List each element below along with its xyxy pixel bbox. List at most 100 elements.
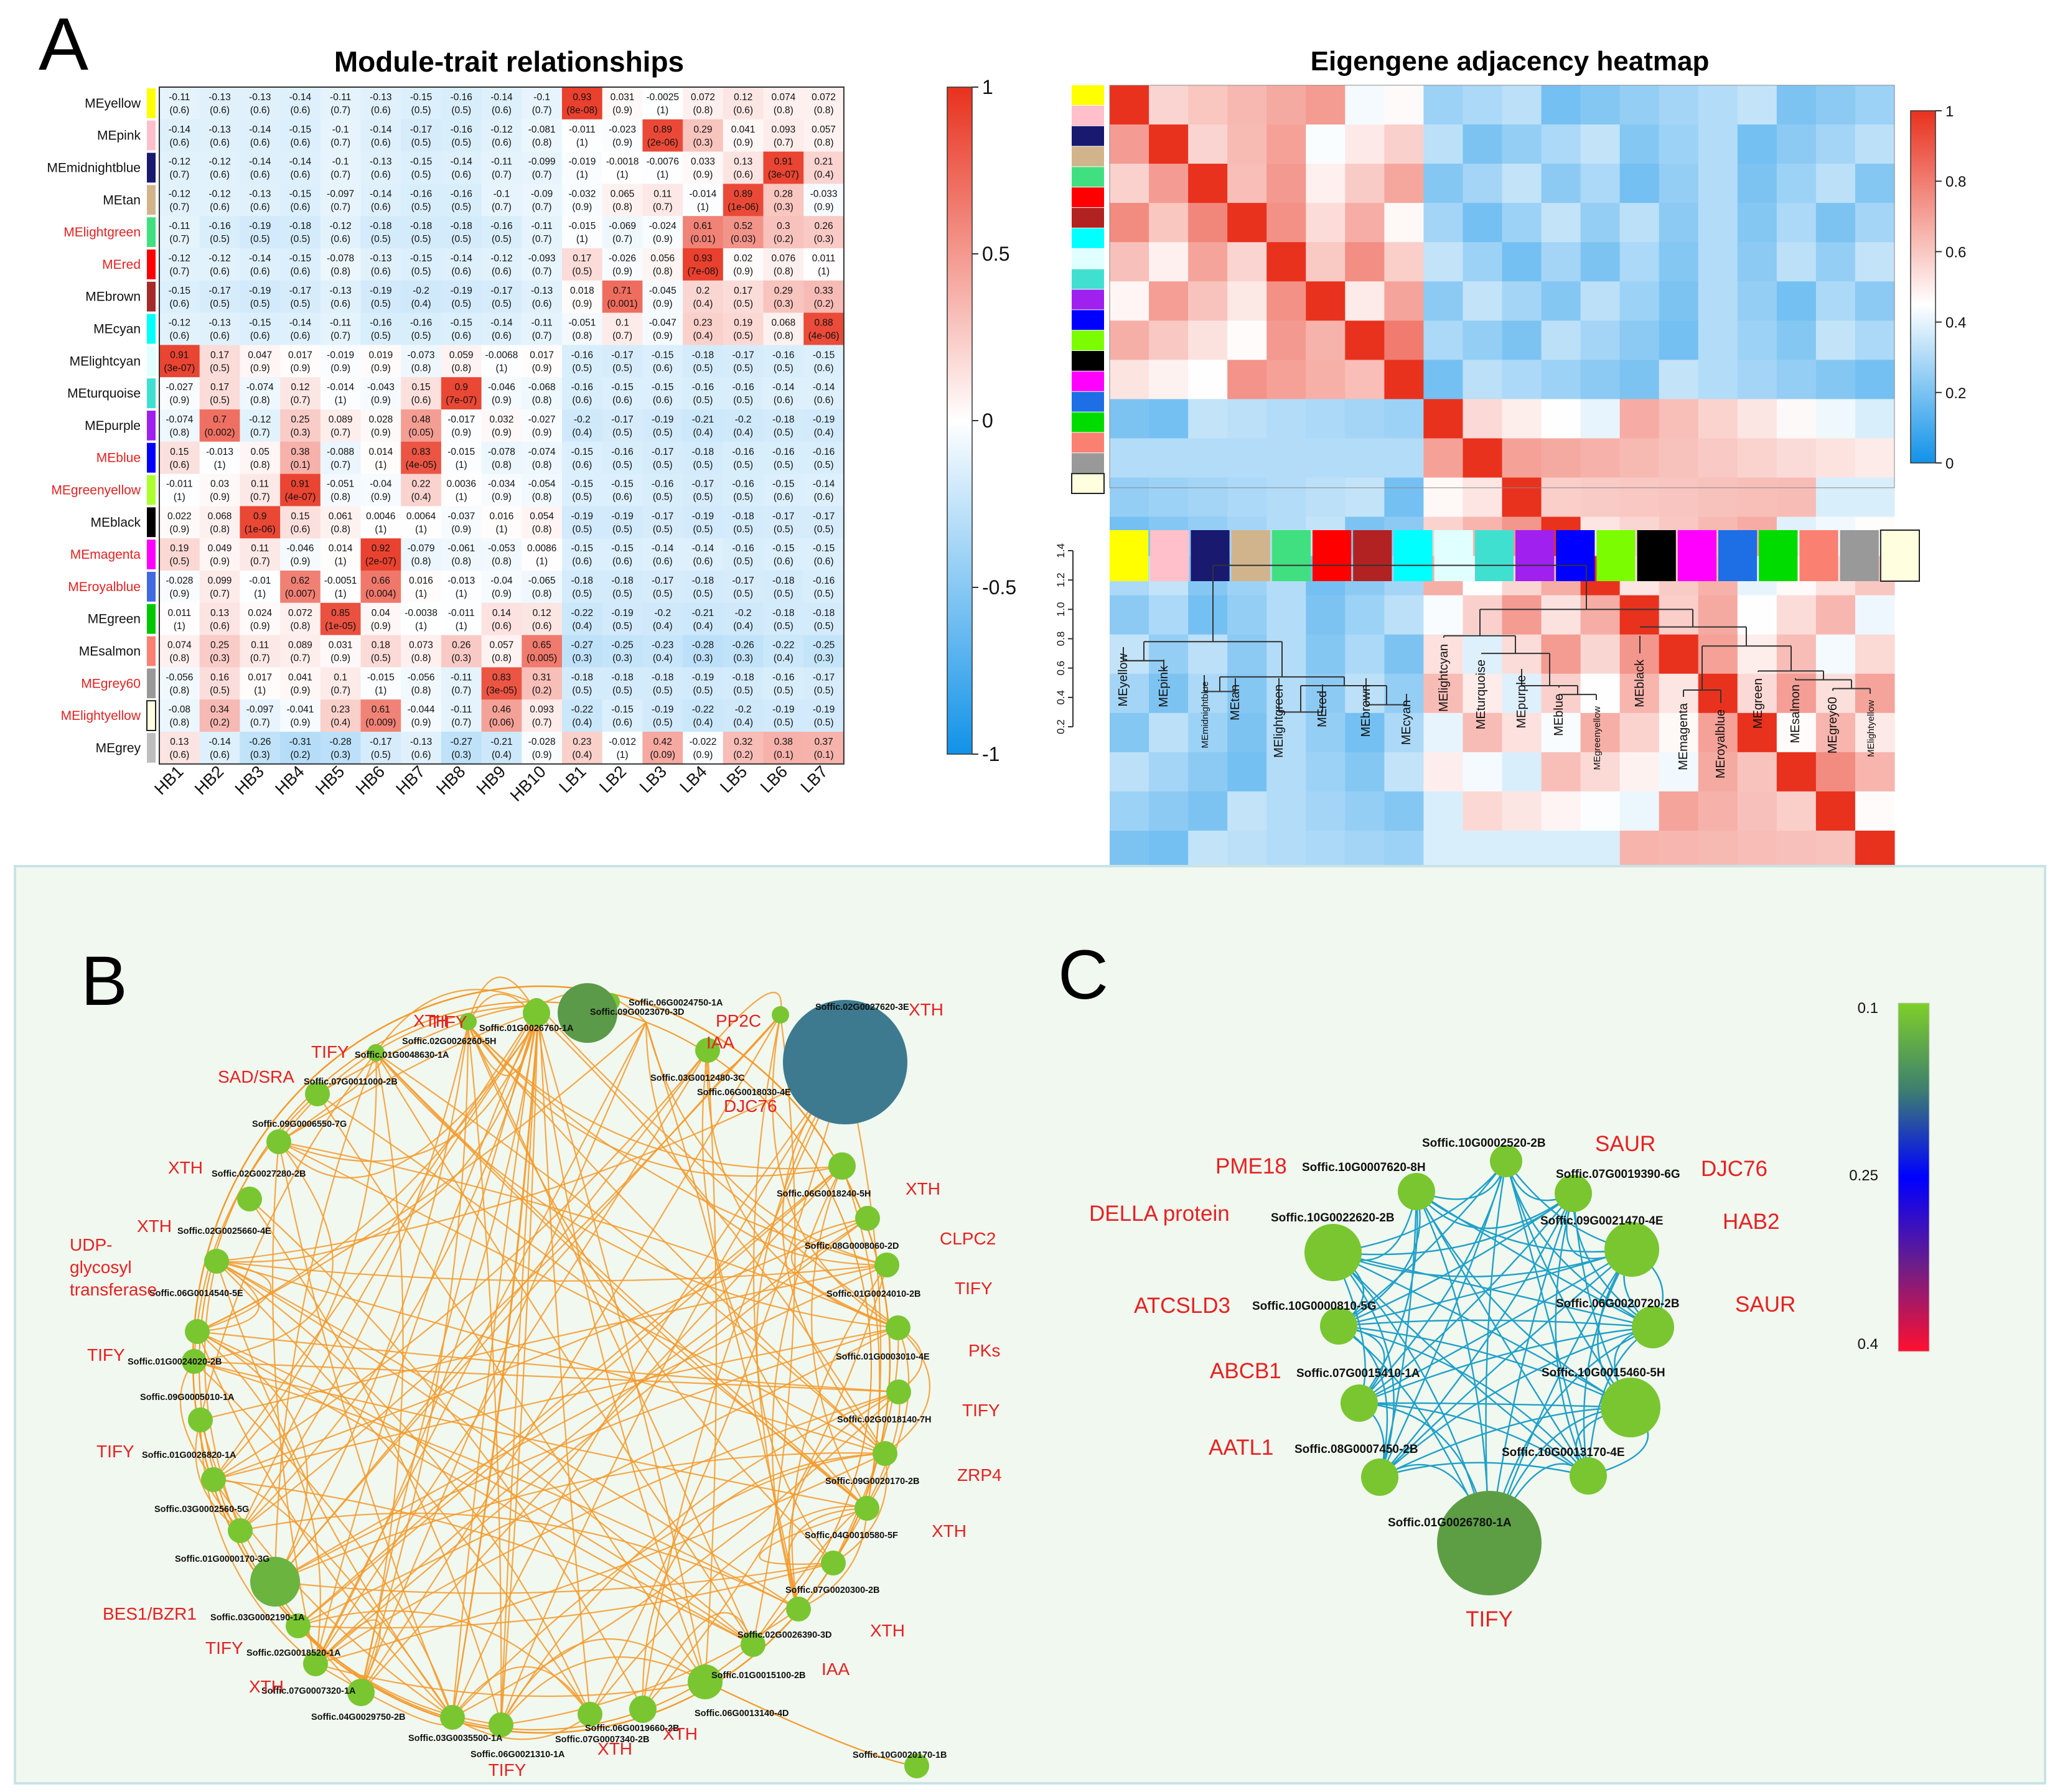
network-c-edge <box>1332 1193 1574 1256</box>
adjacency-cell <box>1384 830 1424 870</box>
cell-value: -0.027 <box>528 414 556 425</box>
cell-value: -0.051 <box>327 479 354 490</box>
cell-value: 0.88 <box>814 318 833 329</box>
adjacency-cell <box>1306 242 1346 282</box>
cell-pvalue: (0.9) <box>371 621 391 632</box>
network-c-gene-label: DELLA protein <box>1089 1202 1230 1226</box>
adjacency-cell <box>1423 791 1464 831</box>
module-trait-cell <box>642 312 683 345</box>
network-b-gene-label: TIFY <box>962 1401 1000 1420</box>
colorbar-tick-label: -0.5 <box>982 576 1016 599</box>
network-b-edge <box>833 1327 899 1564</box>
network-b-edge <box>375 1052 899 1329</box>
cell-value: 0.13 <box>734 157 752 167</box>
network-b-gene-label: XTH <box>932 1521 967 1541</box>
adjacency-cell <box>1855 281 1895 321</box>
cell-value: -0.17 <box>772 511 794 521</box>
cell-value: 0.17 <box>573 253 591 264</box>
adjacency-cell <box>1737 438 1777 478</box>
adjacency-cell <box>1384 124 1424 164</box>
module-trait-cell <box>441 602 482 636</box>
cell-value: -0.16 <box>772 447 794 457</box>
network-b-edge <box>194 1361 454 1718</box>
network-b-node <box>367 1044 385 1062</box>
adjacency-col-swatch <box>1718 530 1758 581</box>
cell-pvalue: (0.7) <box>612 234 632 245</box>
adjacency-row-swatch <box>1072 269 1104 289</box>
cell-value: -0.041 <box>286 704 314 715</box>
cell-pvalue: (0.4) <box>733 427 753 438</box>
module-trait-cell <box>159 699 200 732</box>
module-trait-cell <box>723 377 764 410</box>
module-trait-cell <box>199 441 240 475</box>
module-trait-title: Module-trait relationships <box>334 45 684 78</box>
dendro-leaf-label: MEsalmon <box>1789 684 1802 743</box>
adjacency-cell <box>1855 712 1895 753</box>
network-b-node <box>904 1753 929 1778</box>
network-b-node-id: Soffic.06G0013140-4D <box>695 1709 789 1719</box>
cell-value: -0.17 <box>410 124 432 135</box>
cell-pvalue: (0.9) <box>250 621 270 632</box>
network-b-gene-label: SAD/SRA <box>218 1067 294 1086</box>
adjacency-cell <box>1423 673 1464 714</box>
module-label: MEred <box>102 258 141 272</box>
module-trait-cell <box>642 151 683 184</box>
network-b-node <box>578 1702 602 1727</box>
module-trait-cell <box>320 441 361 475</box>
adjacency-row-swatch <box>1072 228 1104 248</box>
adjacency-cell <box>1463 320 1503 360</box>
cell-value: -0.14 <box>490 318 513 329</box>
network-b-node-id: Soffic.02G0018520-1A <box>246 1648 341 1658</box>
cell-pvalue: (0.9) <box>653 299 673 309</box>
cell-value: 0.011 <box>168 608 192 618</box>
cell-value: -0.15 <box>289 124 311 135</box>
adjacency-cell <box>1502 203 1542 243</box>
cell-pvalue: (1) <box>375 524 386 534</box>
cell-value: -0.16 <box>370 318 391 329</box>
module-trait-cell <box>320 571 361 604</box>
module-trait-cell <box>562 377 603 410</box>
adjacency-cell <box>1541 477 1581 518</box>
cell-value: -0.17 <box>652 447 673 457</box>
module-trait-cell <box>562 474 603 506</box>
adjacency-cell <box>1384 360 1424 399</box>
adjacency-cell <box>1659 634 1699 674</box>
cell-pvalue: (0.9) <box>330 653 350 664</box>
module-trait-cell <box>602 312 643 345</box>
module-trait-cell <box>441 506 482 539</box>
adjacency-cell <box>1384 477 1424 518</box>
cell-value: -0.19 <box>692 672 714 683</box>
network-c-edge <box>1332 1251 1654 1328</box>
adjacency-cell <box>1345 399 1385 439</box>
module-trait-cell <box>642 732 683 765</box>
module-trait-cell <box>562 248 603 281</box>
network-b-node-id: Soffic.09G0023070-3D <box>590 1007 685 1017</box>
module-trait-cell <box>280 280 321 314</box>
cell-value: -0.13 <box>410 737 432 747</box>
cell-pvalue: (0.8) <box>330 266 350 277</box>
module-trait-cell <box>683 699 724 732</box>
adjacency-cell <box>1110 281 1149 321</box>
cell-value: 0.16 <box>210 672 229 683</box>
network-b-edge <box>213 1217 868 1481</box>
network-b-edge <box>375 989 540 1053</box>
cell-pvalue: (0.7) <box>250 492 270 503</box>
network-b-node-id: Soffic.06G0018030-4E <box>697 1088 791 1098</box>
adjacency-cell <box>1659 281 1699 321</box>
network-b-edge <box>200 1264 887 1421</box>
adjacency-cell <box>1776 830 1817 870</box>
module-trait-cell <box>562 441 603 475</box>
module-label: MEturquoise <box>67 386 141 401</box>
cell-value: -0.011 <box>569 124 596 135</box>
module-trait-cell <box>240 409 281 442</box>
module-trait-cell <box>683 151 724 184</box>
network-b-edge <box>645 1022 887 1266</box>
cell-pvalue: (0.9) <box>291 363 311 373</box>
adjacency-cell <box>1306 203 1346 243</box>
module-trait-cell <box>683 345 724 378</box>
network-b-node-id: Soffic.01G0024020-2B <box>128 1357 222 1367</box>
cell-value: -0.18 <box>732 672 754 683</box>
network-b-node <box>182 1349 207 1374</box>
cell-pvalue: (0.5) <box>774 621 793 632</box>
module-trait-cell <box>240 184 281 217</box>
